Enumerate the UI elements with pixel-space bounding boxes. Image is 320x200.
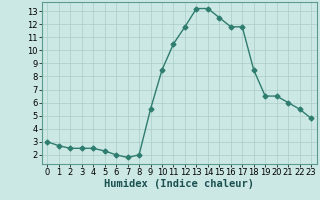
X-axis label: Humidex (Indice chaleur): Humidex (Indice chaleur) bbox=[104, 179, 254, 189]
